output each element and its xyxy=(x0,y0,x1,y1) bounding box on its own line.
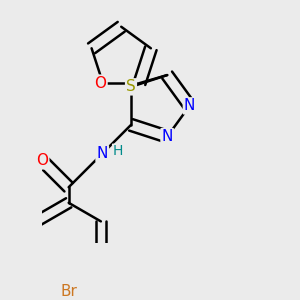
Text: H: H xyxy=(112,144,123,158)
Text: S: S xyxy=(126,79,136,94)
Text: O: O xyxy=(94,76,106,91)
Text: N: N xyxy=(184,98,195,113)
Text: N: N xyxy=(161,129,173,144)
Text: Br: Br xyxy=(60,284,77,299)
Text: O: O xyxy=(36,153,48,168)
Text: N: N xyxy=(97,146,108,161)
